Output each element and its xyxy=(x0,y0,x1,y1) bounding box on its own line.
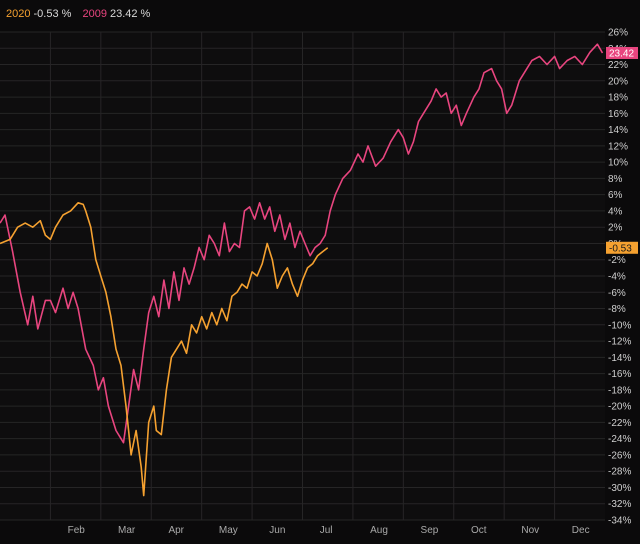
y-tick-label: -12% xyxy=(608,337,631,348)
y-tick-label: 12% xyxy=(608,141,628,152)
y-tick-label: -30% xyxy=(608,483,631,494)
x-tick-label: Dec xyxy=(572,525,590,536)
x-tick-label: May xyxy=(219,525,238,536)
y-tick-label: 16% xyxy=(608,109,628,120)
y-tick-label: 26% xyxy=(608,28,628,39)
y-tick-label: 10% xyxy=(608,158,628,169)
x-tick-label: Oct xyxy=(471,525,487,536)
y-tick-label: -34% xyxy=(608,516,631,527)
y-tick-label: -10% xyxy=(608,320,631,331)
y-tick-label: -14% xyxy=(608,353,631,364)
y-tick-label: -28% xyxy=(608,467,631,478)
y-tick-label: 14% xyxy=(608,125,628,136)
y-tick-label: -26% xyxy=(608,450,631,461)
x-tick-label: Mar xyxy=(118,525,136,536)
x-tick-label: Sep xyxy=(421,525,439,536)
legend-item-2009: 2009 23.42 % xyxy=(82,8,150,20)
last-value-label-2020: -0.53 xyxy=(609,243,632,254)
legend: 2020 -0.53 % 2009 23.42 % xyxy=(6,8,158,20)
y-tick-label: 4% xyxy=(608,206,623,217)
legend-series-name: 2020 xyxy=(6,8,31,20)
y-tick-label: 2% xyxy=(608,223,623,234)
series-line-2020 xyxy=(0,202,329,497)
y-tick-label: -24% xyxy=(608,434,631,445)
y-tick-label: 18% xyxy=(608,93,628,104)
x-tick-label: Jul xyxy=(320,525,333,536)
y-tick-label: -22% xyxy=(608,418,631,429)
y-tick-label: 22% xyxy=(608,60,628,71)
x-tick-label: Nov xyxy=(521,525,539,536)
y-tick-label: -8% xyxy=(608,304,626,315)
y-tick-label: -32% xyxy=(608,499,631,510)
legend-series-name: 2009 xyxy=(82,8,107,20)
y-tick-label: -16% xyxy=(608,369,631,380)
x-tick-label: Aug xyxy=(370,525,388,536)
y-tick-label: -2% xyxy=(608,255,626,266)
y-tick-label: 8% xyxy=(608,174,623,185)
y-tick-label: -4% xyxy=(608,272,626,283)
last-value-tag-2020 xyxy=(606,241,638,254)
legend-series-value: -0.53 % xyxy=(33,8,72,20)
series-line-2009 xyxy=(0,43,604,444)
last-value-label-2009: 23.42 xyxy=(609,48,634,59)
x-tick-label: Feb xyxy=(68,525,86,536)
y-tick-label: 6% xyxy=(608,190,623,201)
y-tick-label: -6% xyxy=(608,288,626,299)
x-tick-label: Apr xyxy=(168,525,184,536)
x-tick-label: Jun xyxy=(269,525,285,536)
y-tick-label: 20% xyxy=(608,76,628,87)
last-value-tag-2009 xyxy=(606,46,638,59)
y-tick-label: -18% xyxy=(608,385,631,396)
legend-item-2020: 2020 -0.53 % xyxy=(6,8,74,20)
legend-series-value: 23.42 % xyxy=(109,8,151,20)
y-tick-label: -20% xyxy=(608,402,631,413)
